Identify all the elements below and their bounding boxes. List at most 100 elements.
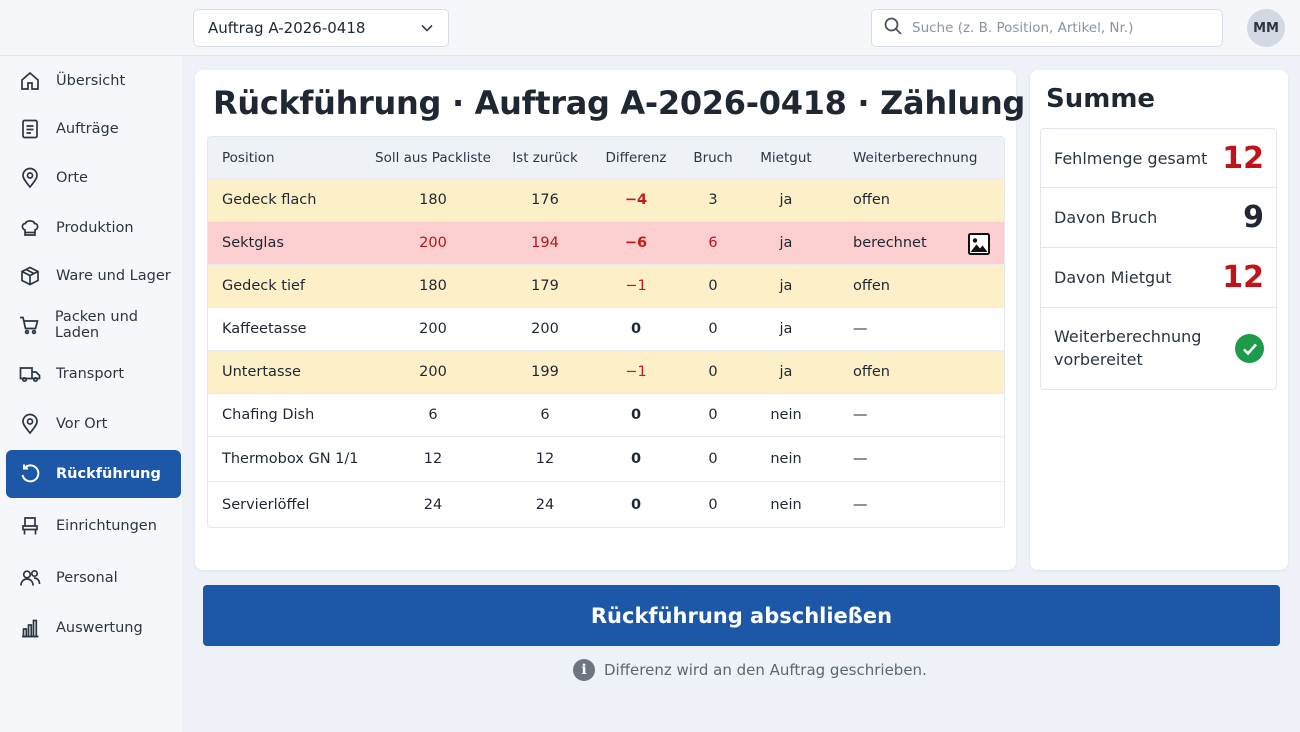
cell-ist: 24	[535, 496, 555, 513]
document-icon	[17, 116, 43, 142]
cell-weiterberechnung: offen	[853, 364, 890, 380]
cell-soll: 180	[419, 192, 447, 208]
cell-weiterberechnung: —	[853, 451, 868, 467]
sidebar-item-rueckfuehrung[interactable]: Rückführung	[6, 450, 181, 498]
summary-label: Davon Bruch	[1054, 208, 1158, 227]
sidebar-item-label: Packen und Laden	[54, 309, 138, 341]
sidebar-item-label: Personal	[56, 570, 118, 586]
column-header[interactable]: Position	[222, 149, 275, 166]
sidebar-item-auswertung[interactable]: Auswertung	[6, 604, 181, 652]
cell-mietgut: ja	[779, 364, 793, 380]
cell-bruch: 0	[708, 496, 718, 513]
table-row[interactable]: Sektglas 200 194 −6 6 ja berechnet	[208, 222, 1004, 265]
cell-position: Thermobox GN 1/1	[222, 451, 359, 467]
sidebar-item-label: Rückführung	[56, 466, 161, 482]
cell-mietgut: nein	[770, 407, 802, 423]
cell-position: Kaffeetasse	[222, 321, 307, 337]
table-row[interactable]: Kaffeetasse 200 200 0 0 ja —	[208, 308, 1004, 351]
sidebar-item-label: Übersicht	[56, 73, 126, 89]
cell-weiterberechnung: —	[853, 407, 868, 423]
photo-icon[interactable]	[968, 233, 990, 255]
sidebar-item-produktion[interactable]: Produktion	[6, 204, 181, 252]
cell-differenz: 0	[630, 321, 642, 337]
sidebar: Übersicht Aufträge Orte Produktion Ware …	[0, 56, 182, 732]
cell-soll: 12	[423, 451, 443, 467]
bar-chart-icon	[17, 615, 43, 641]
map-pin-icon	[17, 165, 43, 191]
column-header[interactable]: Mietgut	[760, 149, 812, 166]
truck-icon	[17, 361, 43, 387]
user-avatar[interactable]: MM	[1247, 9, 1285, 47]
search-field[interactable]	[871, 9, 1223, 47]
cell-mietgut: nein	[770, 496, 802, 513]
cell-weiterberechnung: offen	[853, 192, 890, 208]
table-row[interactable]: Gedeck flach 180 176 −4 3 ja offen	[208, 179, 1004, 222]
summary-label: Fehlmenge gesamt	[1054, 148, 1208, 168]
sidebar-item-orte[interactable]: Orte	[6, 154, 181, 202]
sidebar-item-label: Produktion	[56, 220, 134, 236]
sidebar-item-transport[interactable]: Transport	[6, 350, 181, 398]
search-icon	[884, 17, 902, 39]
cell-soll: 24	[423, 496, 443, 513]
sidebar-item-uebersicht[interactable]: Übersicht	[6, 57, 181, 105]
order-selector-value: Auftrag A-2026-0418	[208, 19, 366, 37]
people-icon	[17, 565, 43, 591]
summary-label: Weiterberechnung vorbereitet	[1054, 327, 1202, 369]
sidebar-item-auftraege[interactable]: Aufträge	[6, 105, 181, 153]
cell-soll: 200	[419, 321, 447, 337]
summary-value: 9	[1243, 200, 1264, 235]
cell-position: Untertasse	[222, 364, 301, 380]
cell-differenz: 0	[630, 451, 642, 467]
sidebar-item-label: Ware und Lager	[56, 268, 171, 284]
search-input[interactable]	[912, 20, 1210, 36]
sidebar-item-label: Auswertung	[56, 620, 143, 636]
return-panel: Rückführung · Auftrag A-2026-0418 · Zähl…	[195, 70, 1137, 570]
cell-ist: 176	[531, 192, 559, 208]
table-row[interactable]: Thermobox GN 1/1 12 12 0 0 nein —	[208, 437, 1004, 482]
location-pin-icon	[17, 411, 43, 437]
cell-bruch: 0	[708, 451, 718, 467]
finish-return-button[interactable]: Rückführung abschließen	[203, 585, 1280, 646]
column-header[interactable]: Bruch	[693, 149, 733, 166]
column-header[interactable]: Ist zurück	[512, 149, 578, 166]
chevron-down-icon	[420, 21, 434, 35]
cell-differenz: 0	[630, 496, 642, 513]
cell-ist: 12	[535, 451, 555, 467]
summary-label: Davon Mietgut	[1054, 268, 1172, 287]
check-icon	[1235, 334, 1264, 363]
table-row[interactable]: Untertasse 200 199 −1 0 ja offen	[208, 351, 1004, 394]
column-header[interactable]: Differenz	[605, 149, 667, 166]
summary-bruch: Davon Bruch 9	[1040, 187, 1277, 248]
cell-differenz: −6	[624, 235, 648, 251]
cell-bruch: 6	[708, 235, 718, 251]
sidebar-item-personal[interactable]: Personal	[6, 554, 181, 602]
info-note: i Differenz wird an den Auftrag geschrie…	[573, 658, 927, 682]
cell-mietgut: ja	[779, 278, 793, 294]
table-row[interactable]: Gedeck tief 180 179 −1 0 ja offen	[208, 265, 1004, 308]
table-row[interactable]: Chafing Dish 6 6 0 0 nein —	[208, 394, 1004, 437]
summary-title: Summe	[1046, 84, 1156, 114]
order-selector[interactable]: Auftrag A-2026-0418	[193, 9, 449, 47]
cell-differenz: −4	[624, 192, 648, 208]
sidebar-item-packen-laden[interactable]: Packen und Laden	[6, 301, 181, 349]
table-row[interactable]: Servierlöffel 24 24 0 0 nein —	[208, 482, 1004, 527]
cell-mietgut: ja	[779, 235, 793, 251]
sidebar-item-vor-ort[interactable]: Vor Ort	[6, 400, 181, 448]
sidebar-item-label: Transport	[56, 366, 125, 382]
cell-ist: 6	[540, 407, 550, 423]
sidebar-item-einrichtungen[interactable]: Einrichtungen	[6, 502, 181, 550]
column-header[interactable]: Soll aus Packliste	[375, 149, 491, 166]
cell-soll: 200	[419, 235, 447, 251]
cell-bruch: 0	[708, 364, 718, 380]
page-title: Rückführung · Auftrag A-2026-0418 · Zähl…	[213, 84, 1137, 122]
sidebar-item-ware-lager[interactable]: Ware und Lager	[6, 252, 181, 300]
table-header: Position Soll aus Packliste Ist zurück D…	[208, 137, 1004, 179]
column-header[interactable]: Weiterberechnung	[853, 149, 978, 166]
cell-position: Gedeck flach	[222, 192, 317, 208]
chair-icon	[17, 513, 43, 539]
return-table: Position Soll aus Packliste Ist zurück D…	[207, 136, 1005, 528]
cell-position: Sektglas	[222, 235, 284, 251]
summary-value: 12	[1222, 260, 1264, 295]
info-icon: i	[573, 659, 595, 681]
cell-differenz: −1	[625, 278, 647, 294]
